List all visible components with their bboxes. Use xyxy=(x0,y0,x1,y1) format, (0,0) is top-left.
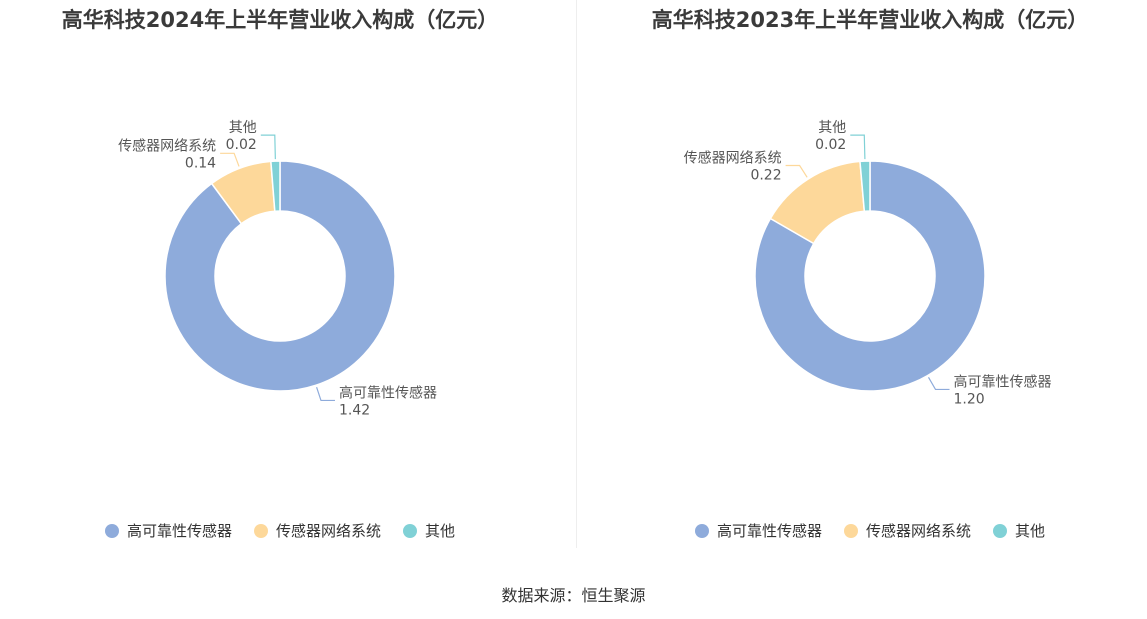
data-source: 数据来源：恒生聚源 xyxy=(0,582,1147,606)
panel-divider xyxy=(576,0,577,548)
legend: 高可靠性传感器 传感器网络系统 其他 xyxy=(590,520,1147,541)
slice-label-name: 其他 xyxy=(818,120,846,136)
slice-label-value: 1.20 xyxy=(954,391,985,407)
chart-title: 高华科技2023年上半年营业收入构成（亿元） xyxy=(651,8,1089,32)
legend-label: 高可靠性传感器 xyxy=(716,522,822,540)
legend-label: 传感器网络系统 xyxy=(275,522,381,540)
slice-label-value: 0.02 xyxy=(226,137,257,153)
slice-label-value: 0.22 xyxy=(750,168,781,184)
legend-label: 其他 xyxy=(1015,522,1046,540)
label-line xyxy=(927,377,950,391)
legend: 高可靠性传感器 传感器网络系统 其他 xyxy=(0,520,560,541)
slice-label-value: 0.14 xyxy=(185,155,216,171)
source-label: 数据来源： xyxy=(501,586,582,605)
legend-dot-icon xyxy=(993,523,1007,538)
slice-label-value: 1.42 xyxy=(339,402,370,418)
legend-label: 高可靠性传感器 xyxy=(126,522,232,540)
source-name: 恒生聚源 xyxy=(581,586,646,605)
legend-label: 传感器网络系统 xyxy=(865,522,971,540)
slice-high-reliability[interactable] xyxy=(754,160,986,392)
slice-label-name: 传感器网络系统 xyxy=(118,137,216,154)
label-line xyxy=(260,134,276,160)
chart-2024: 高华科技2024年上半年营业收入构成（亿元） 高可靠性传感器 1.42 传感器网络系… xyxy=(0,0,574,560)
slice-label-name: 传感器网络系统 xyxy=(684,150,782,167)
slice-other[interactable] xyxy=(270,160,281,213)
slice-label-name: 高可靠性传感器 xyxy=(339,384,437,401)
legend-dot-icon xyxy=(253,523,268,538)
chart-2023: 高华科技2023年上半年营业收入构成（亿元） 高可靠性传感器 1.20 传感器网络系… xyxy=(590,0,1147,560)
legend-item-network[interactable]: 传感器网络系统 xyxy=(843,520,971,541)
legend-item-other[interactable]: 其他 xyxy=(993,520,1045,541)
legend-dot-icon xyxy=(403,523,417,538)
slice-other[interactable] xyxy=(859,160,871,213)
chart-title: 高华科技2024年上半年营业收入构成（亿元） xyxy=(61,8,499,32)
label-line xyxy=(316,386,335,402)
legend-item-high-reliability[interactable]: 高可靠性传感器 xyxy=(104,520,232,541)
slice-label-name: 高可靠性传感器 xyxy=(954,373,1052,390)
slice-label-name: 其他 xyxy=(229,120,257,136)
legend-dot-icon xyxy=(843,523,858,538)
slice-label-value: 0.02 xyxy=(815,137,846,153)
legend-dot-icon xyxy=(104,523,119,538)
label-line xyxy=(220,152,240,167)
label-line xyxy=(785,164,808,178)
slice-high-reliability[interactable] xyxy=(164,160,396,392)
label-line xyxy=(850,134,866,160)
legend-item-high-reliability[interactable]: 高可靠性传感器 xyxy=(694,520,822,541)
legend-dot-icon xyxy=(694,523,709,538)
legend-item-other[interactable]: 其他 xyxy=(403,520,455,541)
legend-item-network[interactable]: 传感器网络系统 xyxy=(253,520,381,541)
legend-label: 其他 xyxy=(425,522,456,540)
